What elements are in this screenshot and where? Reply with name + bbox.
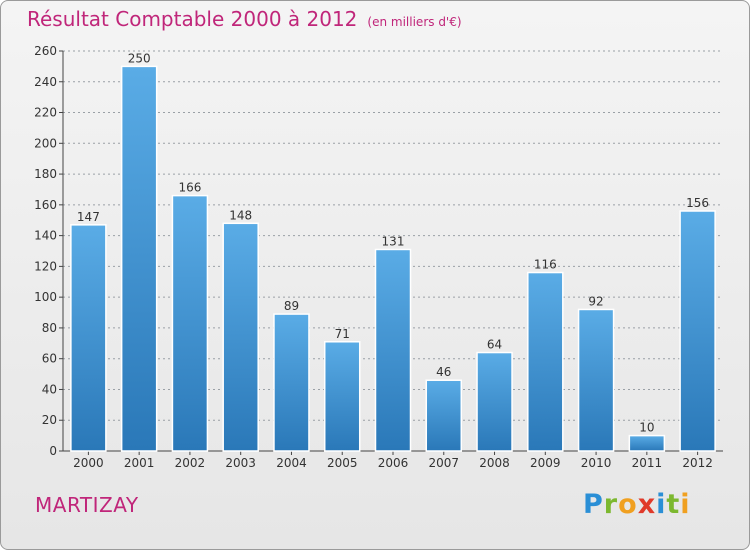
y-tick-label: 60 [42, 352, 57, 366]
x-tick-label-2008: 2008 [479, 456, 510, 470]
bar-2001 [120, 65, 158, 452]
x-tick-label-2011: 2011 [632, 456, 663, 470]
chart-subtitle: (en milliers d'€) [367, 15, 462, 29]
y-tick-label: 160 [34, 198, 57, 212]
x-tick-label-2002: 2002 [175, 456, 206, 470]
data-label-2000: 147 [77, 210, 100, 224]
y-tick-label: 260 [34, 44, 57, 58]
x-tick-label-2000: 2000 [73, 456, 104, 470]
logo-letter: t [666, 489, 681, 520]
bar-2012 [679, 210, 716, 452]
data-label-2006: 131 [382, 234, 405, 248]
x-tick-label-2005: 2005 [327, 456, 358, 470]
x-tick-label-2007: 2007 [428, 456, 459, 470]
y-tick-label: 180 [34, 167, 57, 181]
bar-2007 [425, 379, 463, 452]
bar-2010 [577, 308, 615, 452]
data-label-2001: 250 [128, 51, 151, 65]
data-label-2003: 148 [229, 208, 252, 222]
bars [70, 65, 716, 452]
data-label-2010: 92 [588, 294, 603, 308]
data-labels: 147 250 166 148 89 71 131 46 64 116 92 10 156 [77, 51, 709, 434]
logo-letter: i [680, 489, 691, 520]
bar-2000 [70, 224, 107, 452]
y-tick-label: 140 [34, 229, 57, 243]
y-tick-label: 0 [49, 444, 57, 458]
data-label-2004: 89 [284, 299, 299, 313]
y-tick-label: 20 [42, 413, 57, 427]
x-tick-label-2006: 2006 [378, 456, 409, 470]
place-name: MARTIZAY [35, 493, 139, 517]
x-tick-label-2004: 2004 [276, 456, 307, 470]
x-tick-label-2012: 2012 [682, 456, 713, 470]
y-tick-label: 80 [42, 321, 57, 335]
proxiti-logo[interactable]: Proxiti [583, 489, 691, 520]
data-label-2012: 156 [686, 196, 709, 210]
data-label-2002: 166 [178, 181, 201, 195]
y-tick-label: 200 [34, 136, 57, 150]
data-label-2008: 64 [487, 338, 502, 352]
x-tick-label-2003: 2003 [225, 456, 256, 470]
logo-letter: i [656, 489, 667, 520]
logo-letter: o [618, 489, 638, 520]
bar-2009 [527, 271, 564, 452]
x-tick-label-2001: 2001 [124, 456, 155, 470]
data-label-2005: 71 [335, 327, 350, 341]
logo-letter: P [583, 489, 604, 520]
title-text: Résultat Comptable 2000 à 2012 [27, 7, 358, 31]
bar-2002 [171, 194, 209, 452]
bar-2008 [476, 351, 513, 452]
logo-letter: r [603, 489, 619, 520]
chart-title: Résultat Comptable 2000 à 2012 (en millie… [27, 7, 462, 31]
x-tick-label-2009: 2009 [530, 456, 561, 470]
logo-letter: x [637, 489, 657, 520]
bar-2004 [273, 313, 310, 452]
y-tick-label: 100 [34, 290, 57, 304]
y-tick-label: 240 [34, 75, 57, 89]
y-tick-label: 220 [34, 106, 57, 120]
bar-2005 [323, 341, 361, 452]
x-tick-label-2010: 2010 [581, 456, 612, 470]
y-tick-label: 40 [42, 382, 57, 396]
data-label-2009: 116 [534, 258, 557, 272]
bar-2006 [374, 248, 412, 452]
data-label-2011: 10 [639, 421, 654, 435]
y-tick-label: 120 [34, 259, 57, 273]
bar-2011 [628, 434, 666, 452]
data-label-2007: 46 [436, 365, 451, 379]
axes: 0 20 40 60 80 100 120 140 160 180 200 220 240 260 2000… [34, 44, 723, 470]
bar-2003 [222, 222, 259, 452]
